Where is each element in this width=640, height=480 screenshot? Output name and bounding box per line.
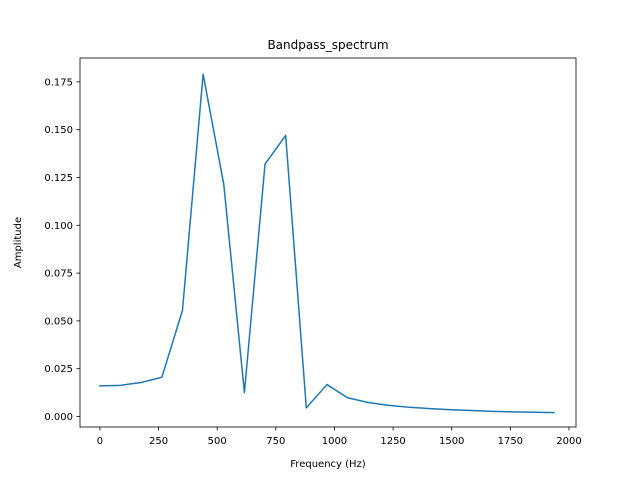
x-tick-label: 1250 bbox=[380, 436, 405, 447]
y-tick-label: 0.150 bbox=[44, 125, 73, 136]
y-axis-label: Amplitude bbox=[13, 217, 24, 268]
x-tick-label: 750 bbox=[266, 436, 285, 447]
x-axis-label: Frequency (Hz) bbox=[290, 459, 366, 470]
x-tick-label: 1000 bbox=[322, 436, 347, 447]
y-tick-label: 0.000 bbox=[44, 412, 73, 423]
y-tick-label: 0.075 bbox=[44, 269, 73, 280]
x-tick-label: 2000 bbox=[556, 436, 581, 447]
y-tick-label: 0.125 bbox=[44, 173, 73, 184]
x-tick-label: 1750 bbox=[498, 436, 523, 447]
x-tick-label: 1500 bbox=[439, 436, 464, 447]
x-tick-label: 250 bbox=[149, 436, 168, 447]
y-axis-ticks: 0.000 0.025 0.050 0.075 0.100 0.125 0.150 0.175 bbox=[44, 77, 80, 423]
chart-title: Bandpass_spectrum bbox=[267, 38, 388, 52]
y-tick-label: 0.100 bbox=[44, 221, 73, 232]
x-tick-label: 500 bbox=[208, 436, 227, 447]
series-line bbox=[99, 73, 555, 414]
y-tick-label: 0.175 bbox=[44, 77, 73, 88]
plot-frame bbox=[79, 57, 577, 428]
x-tick-label: 0 bbox=[97, 436, 103, 447]
y-tick-label: 0.050 bbox=[44, 316, 73, 327]
y-tick-label: 0.025 bbox=[44, 364, 73, 375]
x-axis-ticks: 0 250 500 750 1000 1250 1500 1750 2000 bbox=[97, 427, 582, 447]
